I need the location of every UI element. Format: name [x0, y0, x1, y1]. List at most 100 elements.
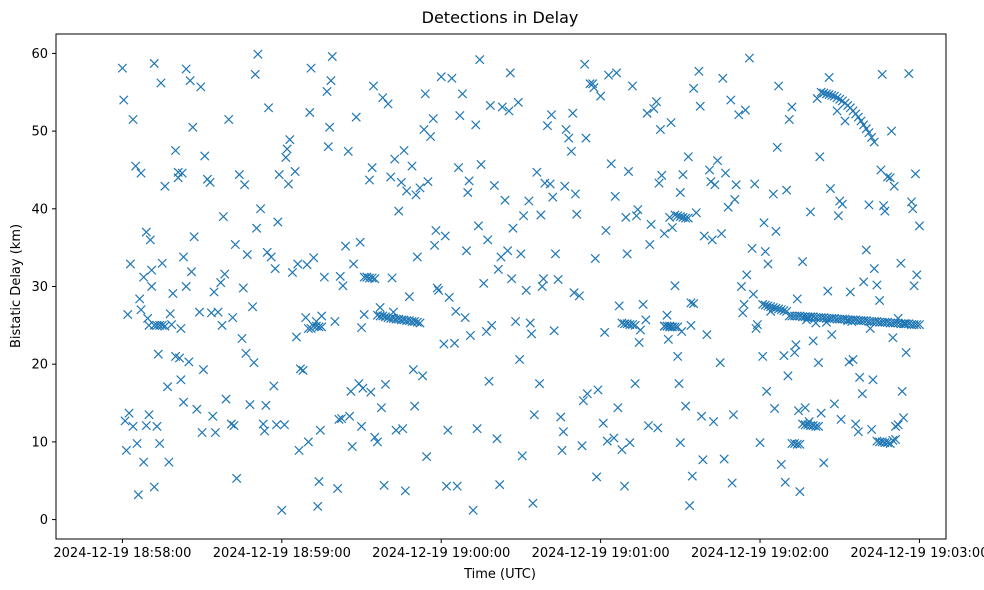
- data-point: [888, 435, 898, 445]
- data-point: [836, 414, 846, 424]
- data-point: [119, 95, 129, 105]
- data-points: [117, 49, 925, 515]
- data-point: [378, 311, 388, 321]
- data-point: [380, 379, 391, 390]
- data-point: [209, 287, 219, 297]
- data-point: [715, 358, 725, 368]
- data-point: [760, 246, 770, 257]
- data-point: [281, 152, 291, 163]
- data-point: [192, 404, 202, 414]
- data-point: [893, 420, 903, 430]
- data-point: [742, 270, 752, 280]
- data-point: [835, 94, 845, 104]
- data-point: [484, 376, 494, 386]
- data-point: [696, 411, 707, 421]
- y-tick-label: 60: [31, 47, 48, 62]
- data-point: [497, 102, 507, 112]
- data-point: [302, 260, 312, 270]
- data-point: [510, 316, 521, 327]
- plot-background: [56, 34, 946, 539]
- data-point: [156, 78, 166, 88]
- data-point: [351, 112, 361, 122]
- data-point: [734, 110, 744, 120]
- data-point: [825, 183, 836, 194]
- data-point: [348, 259, 359, 269]
- data-point: [874, 295, 885, 306]
- data-point: [194, 307, 205, 317]
- data-point: [740, 105, 751, 115]
- data-point: [317, 311, 327, 321]
- data-point: [238, 283, 248, 293]
- data-point: [408, 365, 418, 375]
- data-point: [285, 135, 295, 145]
- data-point: [147, 281, 157, 292]
- data-point: [641, 315, 651, 325]
- data-point: [255, 204, 266, 214]
- data-point: [449, 338, 460, 348]
- data-point: [750, 179, 760, 189]
- data-point: [890, 434, 901, 445]
- data-point: [242, 250, 252, 260]
- data-point: [646, 219, 656, 229]
- data-point: [517, 451, 527, 461]
- data-point: [897, 386, 907, 397]
- data-point: [386, 172, 396, 182]
- data-point: [359, 309, 369, 320]
- data-point: [610, 191, 620, 202]
- data-point: [572, 209, 582, 219]
- data-point: [402, 186, 412, 196]
- y-tick-label: 0: [40, 513, 48, 528]
- data-point: [824, 89, 834, 100]
- data-point: [674, 378, 684, 389]
- data-point: [149, 482, 159, 492]
- data-point: [861, 124, 871, 134]
- data-point: [444, 292, 454, 303]
- data-point: [423, 176, 433, 187]
- data-point: [346, 386, 356, 397]
- data-point: [621, 212, 631, 222]
- data-point: [431, 225, 441, 236]
- data-point: [117, 63, 128, 73]
- data-point: [853, 427, 863, 437]
- data-point: [683, 213, 693, 223]
- data-point: [347, 441, 357, 452]
- data-point: [736, 281, 747, 292]
- data-point: [663, 334, 673, 344]
- data-point: [136, 168, 146, 178]
- data-point: [712, 156, 723, 166]
- data-point: [780, 477, 790, 487]
- data-point: [603, 70, 614, 80]
- data-point: [314, 476, 324, 487]
- data-point: [468, 505, 478, 515]
- data-point: [221, 394, 231, 404]
- data-point: [154, 438, 165, 449]
- y-tick-label: 50: [31, 125, 48, 140]
- data-point: [617, 445, 627, 455]
- data-point: [415, 183, 425, 193]
- data-point: [795, 486, 805, 497]
- data-point: [706, 176, 716, 187]
- y-axis: 0 10 20 30 40 50 60: [31, 47, 56, 528]
- data-point: [872, 280, 882, 290]
- data-point: [376, 403, 387, 413]
- data-point: [367, 163, 377, 173]
- chart-title: Detections in Delay: [422, 8, 579, 27]
- data-point: [731, 180, 741, 190]
- data-point: [453, 163, 464, 173]
- data-point: [869, 137, 879, 147]
- data-point: [653, 423, 663, 433]
- data-point: [237, 333, 247, 344]
- data-point: [855, 372, 865, 383]
- data-point: [710, 180, 720, 190]
- data-point: [496, 252, 506, 262]
- x-axis-label: Time (UTC): [463, 567, 536, 582]
- data-point: [912, 270, 922, 280]
- data-point: [686, 298, 696, 308]
- data-point: [760, 300, 770, 310]
- data-point: [630, 378, 640, 389]
- data-point: [313, 501, 323, 511]
- data-point: [623, 166, 634, 177]
- data-point: [845, 287, 855, 297]
- data-point: [356, 421, 367, 431]
- data-point: [319, 272, 329, 282]
